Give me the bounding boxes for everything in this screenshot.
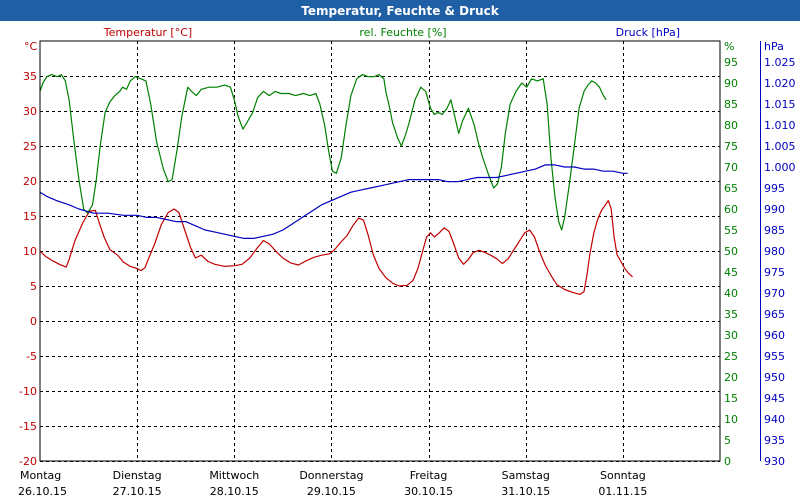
x-tick-day-label: Donnerstag: [299, 469, 363, 482]
humidity-tick-label: 90: [724, 77, 738, 90]
humidity-tick-label: 35: [724, 308, 738, 321]
title-bar: [0, 0, 800, 21]
pressure-tick-label: 960: [764, 329, 785, 342]
humidity-tick-label: 45: [724, 266, 738, 279]
temperature-tick-label: 15: [23, 210, 37, 223]
humidity-tick-label: 10: [724, 413, 738, 426]
humidity-tick-label: 55: [724, 224, 738, 237]
humidity-unit-label: %: [724, 40, 734, 53]
temperature-tick-label: -15: [19, 420, 37, 433]
pressure-tick-label: 965: [764, 308, 785, 321]
humidity-tick-label: 85: [724, 98, 738, 111]
x-tick-day-label: Montag: [20, 469, 61, 482]
temperature-tick-label: 0: [30, 315, 37, 328]
humidity-tick-label: 15: [724, 392, 738, 405]
humidity-tick-label: 65: [724, 182, 738, 195]
pressure-tick-label: 1.015: [764, 98, 796, 111]
temperature-tick-label: 10: [23, 245, 37, 258]
temperature-axis-label: Temperatur [°C]: [103, 26, 192, 39]
pressure-tick-label: 940: [764, 413, 785, 426]
humidity-tick-label: 30: [724, 329, 738, 342]
pressure-tick-label: 1.005: [764, 140, 796, 153]
series-line-humidity: [39, 73, 607, 231]
temperature-tick-label: 35: [23, 70, 37, 83]
temperature-tick-label: -20: [19, 455, 37, 468]
temperature-tick-label: 25: [23, 140, 37, 153]
humidity-tick-label: 20: [724, 371, 738, 384]
pressure-tick-label: 980: [764, 245, 785, 258]
pressure-axis-label: Druck [hPa]: [616, 26, 680, 39]
x-tick-date-label: 01.11.15: [598, 485, 647, 498]
humidity-tick-label: 25: [724, 350, 738, 363]
x-tick-day-label: Samstag: [502, 469, 550, 482]
humidity-tick-label: 60: [724, 203, 738, 216]
series-layer: [39, 73, 634, 295]
x-tick-day-label: Sonntag: [600, 469, 646, 482]
pressure-tick-label: 1.025: [764, 56, 796, 69]
temperature-tick-label: 30: [23, 105, 37, 118]
humidity-tick-label: 5: [724, 434, 731, 447]
humidity-tick-label: 50: [724, 245, 738, 258]
pressure-tick-label: 930: [764, 455, 785, 468]
temperature-tick-label: -10: [19, 385, 37, 398]
pressure-tick-label: 945: [764, 392, 785, 405]
pressure-tick-label: 1.020: [764, 77, 796, 90]
pressure-unit-label: hPa: [764, 40, 784, 53]
tick-label-layer: 35302520151050-5-10-15-20959085807570656…: [18, 41, 796, 498]
temperature-tick-label: 20: [23, 175, 37, 188]
x-tick-date-label: 31.10.15: [501, 485, 550, 498]
x-tick-day-label: Mittwoch: [209, 469, 259, 482]
humidity-tick-label: 75: [724, 140, 738, 153]
plot-frame: [39, 40, 721, 462]
humidity-tick-label: 0: [724, 455, 731, 468]
humidity-tick-label: 95: [724, 56, 738, 69]
x-tick-date-label: 28.10.15: [210, 485, 259, 498]
humidity-axis-label: rel. Feuchte [%]: [359, 26, 446, 39]
pressure-tick-label: 985: [764, 224, 785, 237]
x-tick-day-label: Freitag: [410, 469, 448, 482]
series-line-pressure: [39, 164, 628, 239]
humidity-tick-label: 40: [724, 287, 738, 300]
pressure-tick-label: 1.000: [764, 161, 796, 174]
x-tick-day-label: Dienstag: [113, 469, 162, 482]
pressure-tick-label: 995: [764, 182, 785, 195]
pressure-tick-label: 975: [764, 266, 785, 279]
temperature-tick-label: 5: [30, 280, 37, 293]
pressure-tick-label: 970: [764, 287, 785, 300]
series-line-temperature: [39, 200, 634, 295]
humidity-tick-label: 80: [724, 119, 738, 132]
pressure-tick-label: 1.010: [764, 119, 796, 132]
pressure-tick-label: 955: [764, 350, 785, 363]
x-tick-date-label: 27.10.15: [113, 485, 162, 498]
temperature-tick-label: -5: [26, 350, 37, 363]
x-tick-date-label: 30.10.15: [404, 485, 453, 498]
humidity-tick-label: 70: [724, 161, 738, 174]
x-tick-date-label: 29.10.15: [307, 485, 356, 498]
pressure-tick-label: 950: [764, 371, 785, 384]
x-tick-date-label: 26.10.15: [18, 485, 67, 498]
temperature-unit-label: °C: [24, 40, 38, 53]
pressure-tick-label: 990: [764, 203, 785, 216]
chart-title: Temperatur, Feuchte & Druck: [301, 4, 499, 18]
pressure-tick-label: 935: [764, 434, 785, 447]
